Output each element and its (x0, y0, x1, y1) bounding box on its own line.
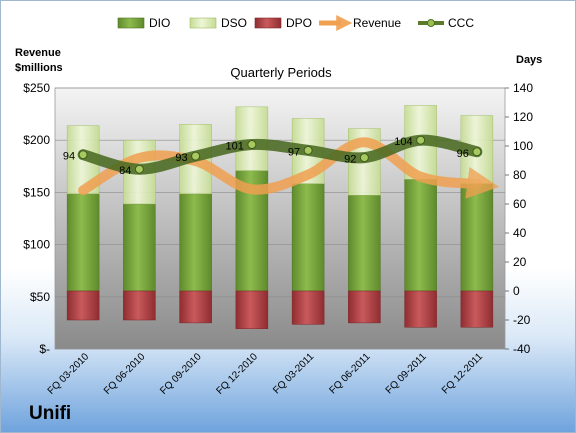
chart-title: Quarterly Periods (230, 65, 332, 80)
ccc-point (247, 140, 257, 150)
left-tick-label: $200 (23, 133, 50, 147)
ccc-data-label: 92 (344, 154, 356, 166)
bar-dpo (179, 290, 212, 324)
bar-dio (66, 193, 100, 292)
bar-dpo (235, 290, 269, 329)
x-tick-label: FQ 03-2010 (46, 351, 92, 397)
bar-dpo (291, 290, 325, 325)
x-tick-label: FQ 09-2010 (158, 351, 204, 397)
right-tick-label: 140 (513, 81, 533, 95)
company-name: Unifi (29, 403, 72, 424)
ccc-point (416, 135, 426, 145)
bar-dpo (348, 290, 381, 324)
bar-dio (460, 183, 494, 292)
ccc-point (134, 164, 144, 174)
left-tick-label: $150 (23, 185, 50, 199)
bar-dio (179, 193, 212, 292)
left-tick-label: $50 (30, 290, 50, 304)
ccc-point (191, 151, 201, 161)
legend-swatch-dso (189, 17, 217, 29)
legend-item-revenue: Revenue (319, 14, 401, 32)
right-tick-label: 20 (513, 255, 527, 269)
bar-dio (291, 183, 325, 292)
bar-dso (235, 106, 269, 171)
left-tick-label: $- (39, 342, 50, 356)
ccc-data-label: 93 (175, 152, 187, 164)
legend: DIO DSO DPO Revenue CCC (117, 14, 474, 32)
legend-label-ccc: CCC (448, 16, 474, 30)
bar-dpo (123, 290, 156, 321)
ccc-data-label: 96 (457, 148, 469, 160)
x-tick-label: FQ 06-2011 (328, 351, 373, 396)
bar-dio (123, 203, 156, 292)
legend-label-dso: DSO (221, 16, 247, 30)
bar-dpo (460, 290, 494, 328)
legend-marker-ccc (427, 19, 435, 27)
legend-label-dpo: DPO (286, 16, 312, 30)
ccc-point (303, 145, 313, 155)
legend-label-dio: DIO (149, 16, 170, 30)
right-tick-label: 80 (513, 168, 527, 182)
x-tick-label: FQ 06-2010 (102, 351, 148, 397)
right-tick-label: -40 (513, 342, 531, 356)
legend-item-dio: DIO (117, 16, 170, 30)
ccc-point (472, 147, 482, 157)
right-tick-label: -20 (513, 313, 531, 327)
legend-label-revenue: Revenue (353, 16, 401, 30)
right-tick-label: 0 (513, 284, 520, 298)
x-tick-label: FQ 12-2010 (214, 351, 260, 397)
right-tick-label: 100 (513, 139, 533, 153)
left-tick-label: $100 (23, 238, 50, 252)
bar-dpo (66, 290, 100, 321)
right-axis-title: Days (516, 54, 542, 66)
plot-area (54, 87, 506, 350)
right-tick-label: 120 (513, 110, 533, 124)
bar-dpo (404, 290, 437, 328)
legend-item-dpo: DPO (254, 16, 312, 30)
legend-item-dso: DSO (189, 16, 247, 30)
ccc-data-label: 94 (63, 151, 75, 163)
lines: 94 84 93 101 97 92 104 96 (63, 134, 500, 199)
x-tick-label: FQ 12-2011 (440, 351, 485, 396)
ccc-data-label: 84 (119, 165, 131, 177)
legend-swatch-dio (117, 17, 145, 29)
left-axis-title-line2: $millions (15, 62, 63, 74)
bar-dio (348, 195, 381, 292)
ccc-point (359, 153, 369, 163)
right-tick-label: 40 (513, 226, 527, 240)
left-axis-title-line1: Revenue (15, 47, 61, 59)
legend-item-ccc: CCC (418, 16, 474, 30)
ccc-point (78, 150, 88, 160)
ccc-data-label: 97 (288, 146, 300, 158)
ccc-data-label: 101 (226, 141, 244, 153)
x-tick-label: FQ 09-2011 (384, 351, 429, 396)
legend-swatch-dpo (254, 17, 282, 29)
right-tick-label: 60 (513, 197, 527, 211)
left-tick-label: $250 (23, 81, 50, 95)
bar-dio (404, 179, 437, 292)
x-tick-label: FQ 03-2011 (271, 351, 316, 396)
ccc-data-label: 104 (394, 136, 412, 148)
ccc-line (77, 134, 483, 175)
revenue-line (78, 137, 500, 199)
